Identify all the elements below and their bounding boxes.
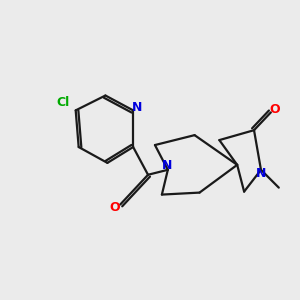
Text: N: N [256,167,267,180]
Text: O: O [270,103,280,116]
Text: N: N [131,101,142,115]
Text: N: N [162,159,172,172]
Text: O: O [110,201,120,214]
Text: Cl: Cl [57,96,70,110]
